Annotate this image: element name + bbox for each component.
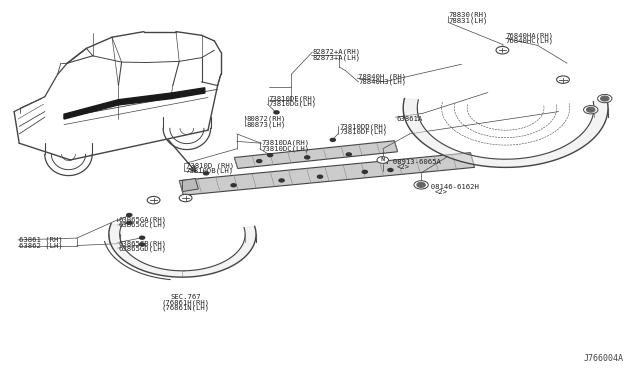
- Text: 63861A: 63861A: [397, 116, 423, 122]
- Polygon shape: [109, 224, 256, 277]
- Text: SEC.767: SEC.767: [170, 294, 201, 300]
- Circle shape: [496, 46, 509, 54]
- Circle shape: [377, 157, 388, 163]
- Circle shape: [557, 76, 570, 83]
- Circle shape: [257, 160, 262, 163]
- Polygon shape: [182, 179, 198, 192]
- Text: 63865GB(RH): 63865GB(RH): [118, 240, 166, 247]
- Circle shape: [179, 194, 192, 202]
- Circle shape: [204, 172, 209, 175]
- Text: (76861H(RH): (76861H(RH): [161, 299, 210, 306]
- Text: N: N: [381, 157, 385, 163]
- Text: 80873(LH): 80873(LH): [246, 121, 286, 128]
- Text: 76840HC(LH): 76840HC(LH): [506, 38, 554, 44]
- Text: 63B65GC(LH): 63B65GC(LH): [118, 222, 166, 228]
- Text: (76861N(LH): (76861N(LH): [161, 305, 210, 311]
- Circle shape: [417, 183, 425, 187]
- Circle shape: [140, 236, 145, 239]
- Circle shape: [601, 96, 609, 101]
- Circle shape: [274, 111, 279, 114]
- Text: 78830(RH): 78830(RH): [448, 12, 488, 18]
- Circle shape: [140, 243, 145, 246]
- Polygon shape: [172, 88, 205, 99]
- Text: 82873+A(LH): 82873+A(LH): [312, 54, 360, 61]
- Text: 82872+A(RH): 82872+A(RH): [312, 49, 360, 55]
- Circle shape: [317, 175, 323, 178]
- Text: 80872(RH): 80872(RH): [246, 116, 286, 122]
- Text: <2>: <2>: [435, 189, 449, 195]
- Text: B 08146-6162H: B 08146-6162H: [422, 184, 479, 190]
- Circle shape: [598, 94, 612, 103]
- Text: <2>: <2>: [397, 164, 410, 170]
- Circle shape: [346, 153, 351, 156]
- Circle shape: [127, 214, 132, 217]
- Text: 63B65GA(RH): 63B65GA(RH): [118, 216, 166, 223]
- Circle shape: [127, 221, 132, 224]
- Text: 73810DC(LH): 73810DC(LH): [261, 145, 309, 152]
- Polygon shape: [179, 153, 475, 195]
- Polygon shape: [118, 93, 172, 105]
- Text: 78831(LH): 78831(LH): [448, 17, 488, 24]
- Text: 76840HA(RH): 76840HA(RH): [506, 32, 554, 39]
- Text: 63862 (LH): 63862 (LH): [19, 242, 63, 249]
- Circle shape: [587, 108, 595, 112]
- Circle shape: [305, 156, 310, 159]
- Circle shape: [330, 138, 335, 141]
- Circle shape: [147, 196, 160, 204]
- Text: 73810DE(RH): 73810DE(RH): [269, 95, 317, 102]
- Polygon shape: [234, 141, 397, 169]
- Text: 73810DB(LH): 73810DB(LH): [186, 168, 234, 174]
- Circle shape: [584, 106, 598, 114]
- Circle shape: [414, 181, 428, 189]
- Polygon shape: [64, 100, 118, 119]
- Circle shape: [231, 184, 236, 187]
- Text: 78840H3(LH): 78840H3(LH): [358, 78, 406, 85]
- Text: 78840H (RH): 78840H (RH): [358, 73, 406, 80]
- Text: 73810D (RH): 73810D (RH): [186, 162, 234, 169]
- Text: J766004A: J766004A: [584, 354, 624, 363]
- Text: 73810DF(LH): 73810DF(LH): [339, 129, 387, 135]
- Text: N 08913-6065A: N 08913-6065A: [384, 159, 441, 165]
- Text: 73810DD(RH): 73810DD(RH): [339, 123, 387, 130]
- Circle shape: [279, 179, 284, 182]
- Circle shape: [388, 169, 393, 171]
- Text: 73810DG(LH): 73810DG(LH): [269, 101, 317, 108]
- Circle shape: [268, 154, 273, 157]
- Text: 63865GD(LH): 63865GD(LH): [118, 246, 166, 253]
- Text: 63861 (RH): 63861 (RH): [19, 237, 63, 243]
- Text: 73810DA(RH): 73810DA(RH): [261, 140, 309, 147]
- Polygon shape: [403, 99, 608, 167]
- Circle shape: [362, 170, 367, 173]
